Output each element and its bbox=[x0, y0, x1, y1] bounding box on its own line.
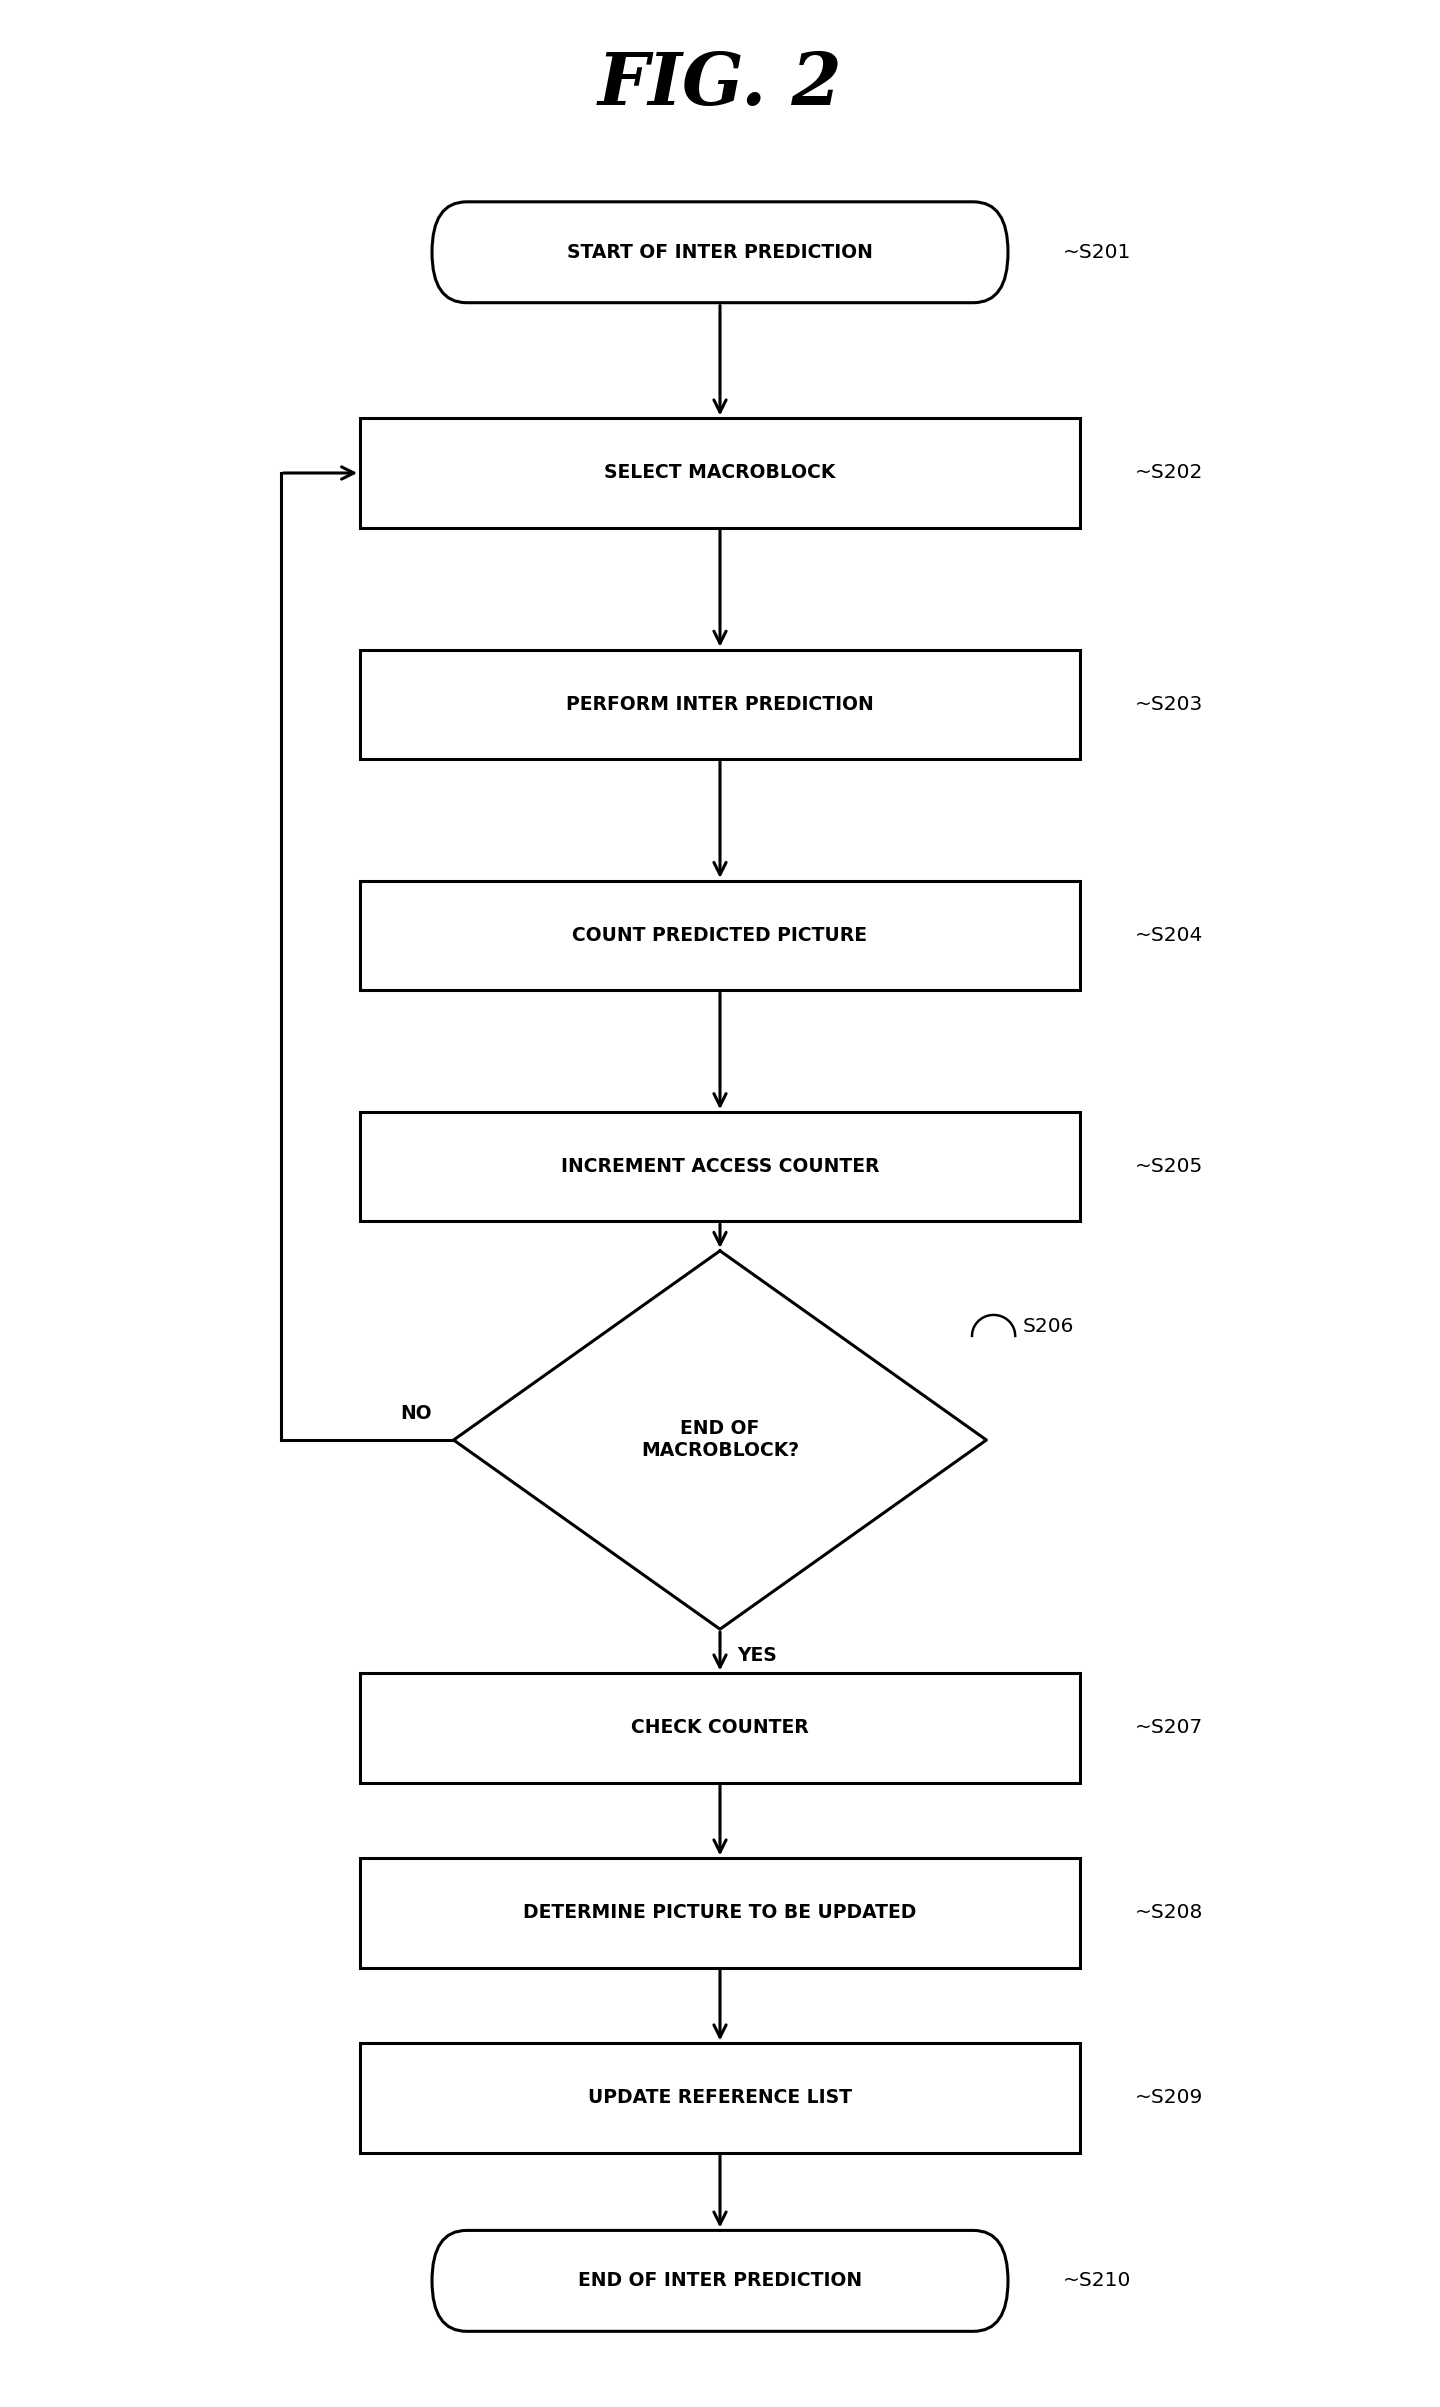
Text: ~S207: ~S207 bbox=[1135, 1719, 1202, 1738]
Text: NO: NO bbox=[400, 1403, 432, 1423]
Text: ~S204: ~S204 bbox=[1135, 927, 1202, 946]
Polygon shape bbox=[454, 1252, 986, 1630]
Text: COUNT PREDICTED PICTURE: COUNT PREDICTED PICTURE bbox=[573, 927, 867, 946]
Text: ~S202: ~S202 bbox=[1135, 465, 1202, 481]
Text: END OF
MACROBLOCK?: END OF MACROBLOCK? bbox=[641, 1420, 799, 1461]
Bar bbox=[360, 650, 1080, 758]
FancyBboxPatch shape bbox=[432, 202, 1008, 303]
Text: ~S208: ~S208 bbox=[1135, 1904, 1202, 1923]
Text: S206: S206 bbox=[1022, 1317, 1074, 1336]
Text: DETERMINE PICTURE TO BE UPDATED: DETERMINE PICTURE TO BE UPDATED bbox=[523, 1904, 917, 1923]
Bar bbox=[360, 881, 1080, 989]
Text: ~S201: ~S201 bbox=[1063, 243, 1130, 262]
Text: ~S209: ~S209 bbox=[1135, 2089, 1202, 2109]
FancyBboxPatch shape bbox=[432, 2231, 1008, 2332]
Text: SELECT MACROBLOCK: SELECT MACROBLOCK bbox=[605, 465, 835, 481]
Bar bbox=[360, 419, 1080, 527]
Text: PERFORM INTER PREDICTION: PERFORM INTER PREDICTION bbox=[566, 696, 874, 715]
Text: ~S210: ~S210 bbox=[1063, 2272, 1130, 2291]
Text: ~S203: ~S203 bbox=[1135, 696, 1202, 715]
Text: YES: YES bbox=[737, 1646, 778, 1666]
Text: INCREMENT ACCESS COUNTER: INCREMENT ACCESS COUNTER bbox=[560, 1158, 880, 1177]
Text: ~S205: ~S205 bbox=[1135, 1158, 1202, 1177]
Text: START OF INTER PREDICTION: START OF INTER PREDICTION bbox=[567, 243, 873, 262]
Bar bbox=[360, 1112, 1080, 1220]
Bar bbox=[360, 2044, 1080, 2152]
Bar bbox=[360, 1858, 1080, 1967]
Text: CHECK COUNTER: CHECK COUNTER bbox=[631, 1719, 809, 1738]
Text: FIG. 2: FIG. 2 bbox=[598, 48, 842, 120]
Text: END OF INTER PREDICTION: END OF INTER PREDICTION bbox=[577, 2272, 863, 2291]
Bar bbox=[360, 1673, 1080, 1784]
Text: UPDATE REFERENCE LIST: UPDATE REFERENCE LIST bbox=[588, 2089, 852, 2109]
